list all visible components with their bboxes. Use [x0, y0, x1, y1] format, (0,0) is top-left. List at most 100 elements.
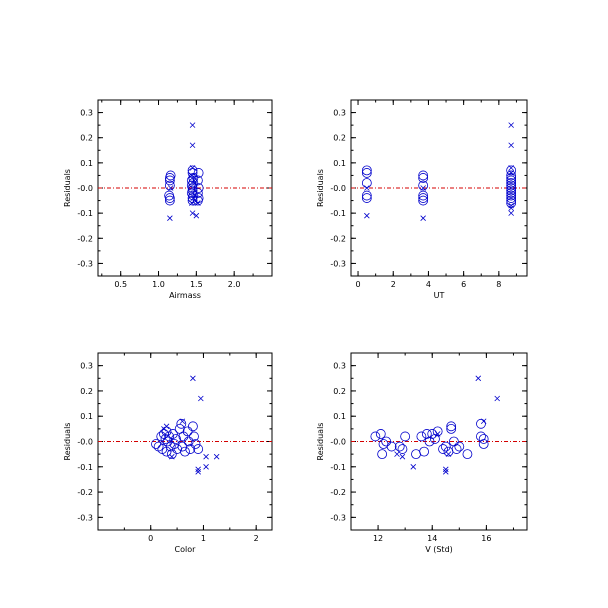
y-tick-label: 0.3 [333, 109, 346, 118]
data-point-circle [506, 180, 517, 191]
data-point-circle [185, 444, 196, 454]
data-point-circle [192, 188, 203, 198]
x-tick-label: 0.5 [114, 280, 127, 289]
data-point-circle [400, 431, 411, 442]
data-point-cross [508, 210, 514, 216]
x-axis-label: UT [434, 291, 445, 300]
data-point-circle [151, 439, 161, 449]
panel-2: -0.3 -0.2 -0.1 -0.0 0.1 0.2 0.3 0 2 4 6 8 UT Residual… [316, 99, 528, 300]
y-tick-label: 0.2 [80, 134, 93, 143]
data-point-circle [188, 178, 199, 188]
data-point-circle [188, 421, 198, 432]
data-point-cross [191, 177, 197, 184]
data-point-circle [506, 190, 517, 201]
data-point-circle [153, 441, 164, 452]
data-point-circle [164, 190, 175, 201]
data-point-cross [508, 122, 514, 128]
data-point-circle [478, 434, 489, 444]
data-point-cross [189, 172, 195, 179]
data-point-circle [166, 449, 177, 460]
data-point-circle [361, 190, 372, 201]
x-tick-label: 14 [427, 534, 437, 543]
data-point-cross [195, 466, 201, 473]
y-tick-label: -0.3 [77, 259, 93, 268]
data-point-circle [478, 439, 489, 449]
x-axis-label: Color [175, 545, 197, 554]
data-point-cross [445, 451, 452, 457]
data-point-circle [370, 431, 381, 442]
x-tick-label: 2 [391, 280, 396, 289]
data-point-circle [418, 193, 429, 203]
data-point-circle [177, 441, 188, 452]
data-point-cross [179, 418, 186, 425]
data-point-cross [190, 375, 196, 382]
data-point-circle [506, 183, 517, 193]
x-tick-label: 16 [481, 534, 491, 543]
y-axis-label: Residuals [316, 169, 325, 207]
data-point-circle [506, 193, 517, 203]
data-point-cross [420, 215, 426, 221]
data-point-cross [189, 210, 196, 216]
x-tick-label: 2 [254, 534, 259, 543]
data-point-cross [442, 469, 449, 475]
data-point-cross [189, 200, 195, 206]
x-tick-label: 4 [426, 280, 431, 289]
data-point-circle [446, 421, 457, 432]
panel-4: -0.3 -0.2 -0.1 -0.0 0.1 0.2 0.3 12 14 16 V (Std) Re… [316, 352, 528, 554]
data-point-cross [203, 464, 209, 470]
data-point-cross [213, 453, 220, 460]
data-point-circle [418, 170, 429, 181]
data-point-circle [506, 185, 517, 196]
data-point-circle [424, 436, 435, 447]
data-point-cross [480, 418, 487, 425]
y-tick-label: -0.0 [330, 438, 346, 447]
data-point-cross [475, 375, 482, 382]
data-point-circle [187, 195, 198, 206]
data-point-circle [361, 178, 372, 188]
data-point-circle [448, 436, 459, 447]
data-point-circle [427, 429, 438, 439]
y-tick-label: -0.3 [77, 513, 93, 522]
y-tick-label: 0.1 [333, 412, 346, 421]
data-point-cross [190, 195, 197, 201]
y-tick-label: 0.3 [333, 362, 346, 371]
data-point-circle [160, 434, 171, 444]
y-tick-label: 0.2 [80, 387, 93, 396]
y-tick-label: 0.1 [333, 159, 346, 168]
data-point-circle [438, 444, 448, 454]
data-point-circle [446, 423, 457, 434]
data-point-cross [195, 200, 201, 206]
data-point-circle [418, 173, 429, 183]
y-tick-label: 0.2 [333, 387, 346, 396]
data-point-circle [361, 193, 372, 203]
data-point-circle [193, 183, 204, 193]
data-point-circle [361, 165, 372, 176]
data-point-circle [192, 175, 203, 186]
data-point-circle [171, 434, 181, 444]
y-tick-label: -0.2 [330, 488, 346, 497]
x-tick-label: 8 [496, 280, 501, 289]
data-point-cross [193, 212, 200, 219]
data-point-circle [462, 449, 473, 460]
data-point-circle [430, 434, 440, 444]
y-axis-label: Residuals [63, 169, 72, 207]
data-point-cross [399, 453, 406, 460]
data-point-circle [361, 168, 372, 178]
x-tick-label: 0 [148, 534, 153, 543]
data-point-cross [189, 122, 196, 128]
data-point-circle [394, 441, 405, 452]
data-point-cross [508, 170, 514, 176]
data-point-circle [454, 441, 465, 452]
x-tick-label: 6 [461, 280, 466, 289]
data-point-circle [377, 449, 388, 460]
data-point-cross [203, 453, 209, 460]
data-point-circle [176, 418, 187, 429]
data-point-circle [381, 436, 392, 447]
y-tick-label: 0.1 [80, 412, 93, 421]
data-point-circle [375, 429, 386, 439]
data-point-circle [378, 439, 389, 449]
data-point-circle [189, 431, 199, 442]
data-point-circle [164, 195, 175, 206]
y-tick-label: -0.2 [77, 488, 93, 497]
